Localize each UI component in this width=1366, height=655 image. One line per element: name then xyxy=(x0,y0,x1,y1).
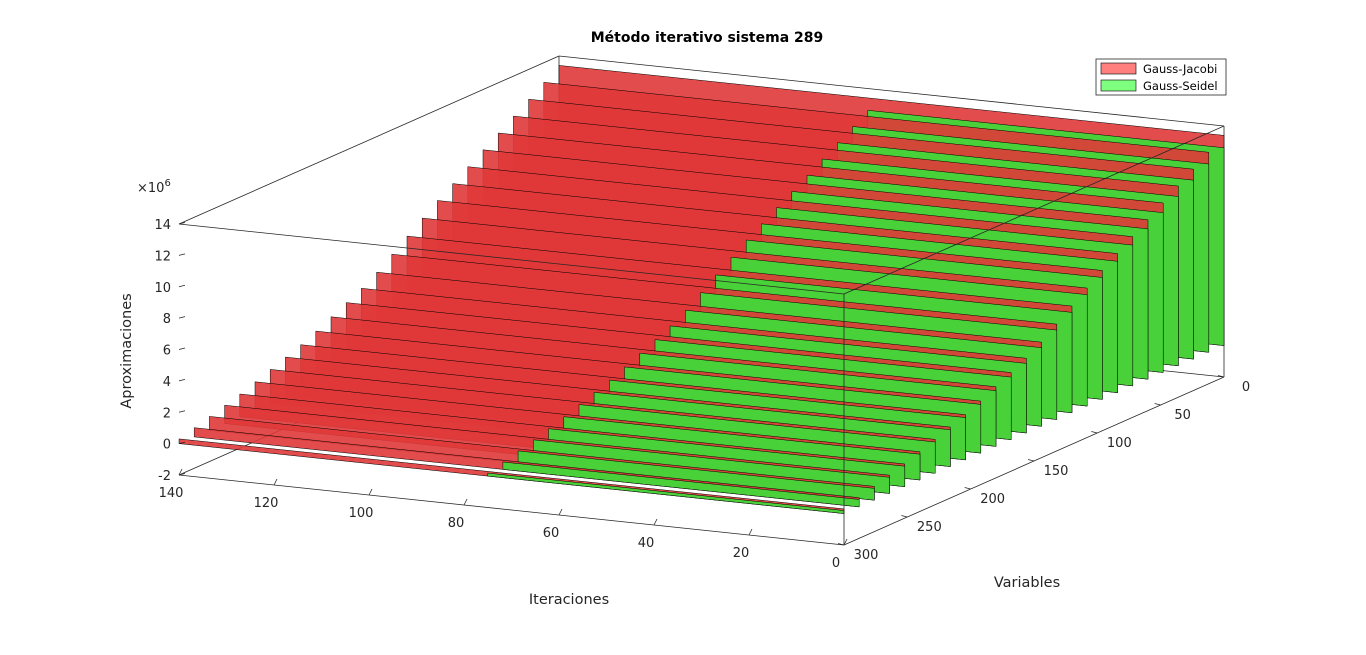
x-tick-label: 0 xyxy=(832,556,840,571)
y-tick-mark xyxy=(1027,459,1035,462)
x-axis-label: Iteraciones xyxy=(529,592,609,608)
bar-row-gauss-seidel xyxy=(502,461,860,508)
axes-back-edge xyxy=(558,55,1225,127)
x-tick-mark xyxy=(273,478,278,486)
axes-front-edge xyxy=(178,223,845,295)
y-tick-label: 50 xyxy=(1174,408,1191,423)
y-tick-mark xyxy=(1091,431,1098,434)
legend-label-gauss-seidel: Gauss-Seidel xyxy=(1143,79,1218,93)
z-tick-mark xyxy=(178,410,186,413)
x-tick-label: 100 xyxy=(349,506,374,521)
z-exponent-label: ×106 xyxy=(137,178,171,196)
axes-front-edge xyxy=(178,474,845,546)
y-tick-mark xyxy=(964,487,971,490)
y-tick-label: 150 xyxy=(1044,464,1069,479)
x-tick-mark xyxy=(178,468,183,476)
z-tick-label: 12 xyxy=(154,249,171,264)
legend: Gauss-Jacobi Gauss-Seidel xyxy=(1095,58,1227,96)
legend-swatch-gauss-jacobi xyxy=(1100,62,1137,75)
y-axis-ticks: 0 50 100 150 200 250 300 xyxy=(837,375,1250,563)
z-tick-mark xyxy=(178,473,186,476)
z-tick-label: 10 xyxy=(154,281,171,296)
y-tick-mark xyxy=(1217,375,1225,378)
axes-back-edge xyxy=(178,55,560,225)
z-tick-mark xyxy=(178,222,186,225)
x-tick-label: 140 xyxy=(159,486,184,501)
y-tick-mark xyxy=(901,515,908,518)
axes-front-edge xyxy=(843,125,1225,295)
z-tick-label: 6 xyxy=(163,344,171,359)
bar-surface xyxy=(178,65,1225,514)
x-tick-mark xyxy=(653,518,658,526)
z-tick-label: 14 xyxy=(154,218,171,233)
z-tick-label: 0 xyxy=(163,438,171,453)
z-tick-mark xyxy=(178,284,186,288)
z-tick-mark xyxy=(178,253,186,256)
x-tick-label: 40 xyxy=(638,536,655,551)
x-tick-label: 60 xyxy=(543,526,560,541)
chart-title: Método iterativo sistema 289 xyxy=(591,30,823,46)
x-tick-mark xyxy=(558,508,563,516)
y-tick-mark xyxy=(1154,403,1161,406)
z-tick-label: 8 xyxy=(163,312,171,327)
x-tick-label: 20 xyxy=(733,546,750,561)
legend-swatch-gauss-seidel xyxy=(1100,79,1137,92)
y-axis-label: Variables xyxy=(994,575,1060,591)
z-axis-label: Aproximaciones xyxy=(119,293,135,408)
x-axis-ticks: 0 20 40 60 80 100 120 140 xyxy=(159,468,848,571)
y-tick-label: 100 xyxy=(1107,436,1132,451)
y-tick-label: 250 xyxy=(917,520,942,535)
legend-label-gauss-jacobi: Gauss-Jacobi xyxy=(1143,62,1217,76)
z-tick-mark xyxy=(178,316,186,319)
y-tick-label: 200 xyxy=(980,492,1005,507)
x-tick-label: 80 xyxy=(448,516,465,531)
y-tick-label: 300 xyxy=(854,548,879,563)
x-tick-mark xyxy=(368,488,373,496)
z-tick-mark xyxy=(178,378,186,382)
z-tick-label: -2 xyxy=(158,469,171,484)
z-tick-label: 4 xyxy=(163,375,171,390)
y-tick-label: 0 xyxy=(1242,380,1250,395)
z-tick-mark xyxy=(178,441,186,445)
z-tick-label: 2 xyxy=(163,406,171,421)
z-axis-ticks: -2 0 2 4 6 8 10 12 14 xyxy=(154,218,186,484)
x-tick-mark xyxy=(748,528,753,536)
x-tick-mark xyxy=(463,498,468,506)
z-tick-mark xyxy=(178,347,186,350)
x-tick-label: 120 xyxy=(254,496,279,511)
y-tick-mark xyxy=(837,543,845,546)
x-tick-mark xyxy=(843,538,848,546)
